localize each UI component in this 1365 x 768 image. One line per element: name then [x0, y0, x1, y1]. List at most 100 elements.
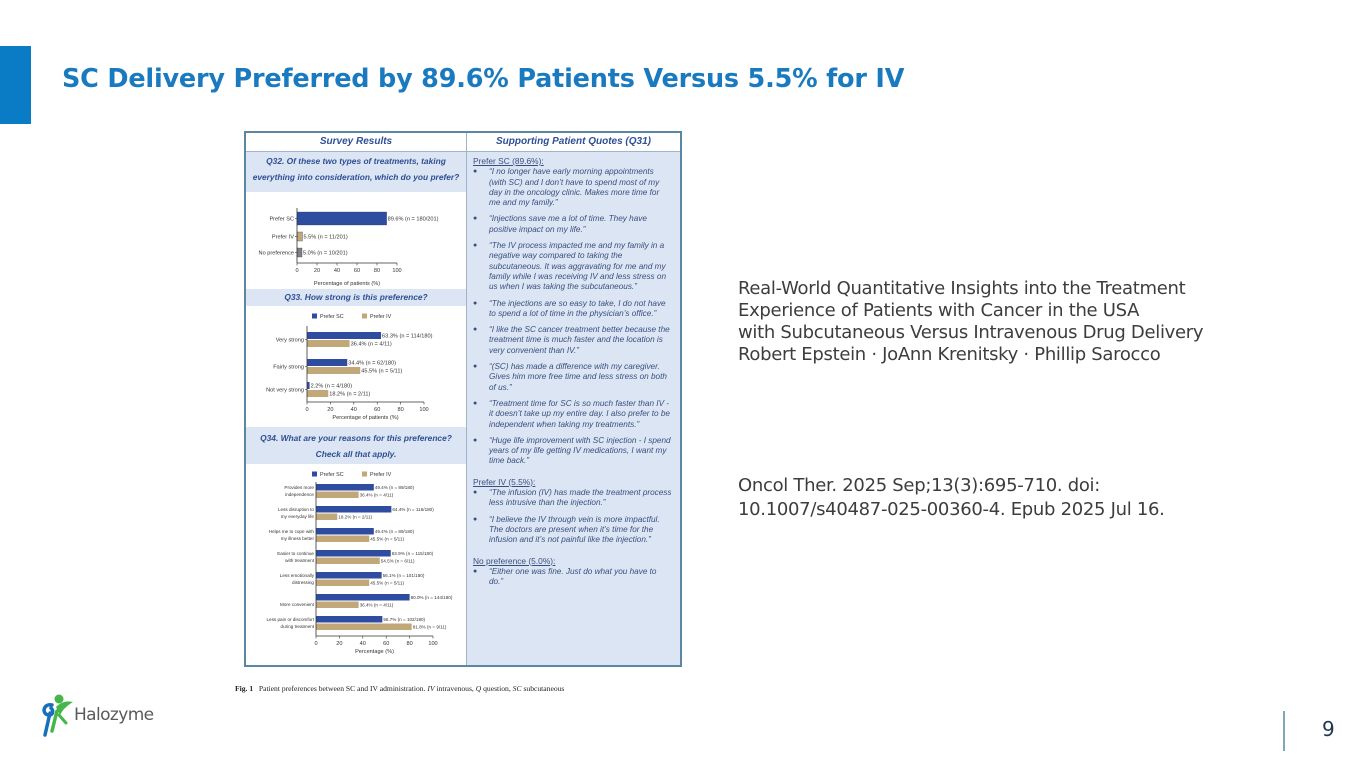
svg-text:independence: independence — [285, 492, 314, 497]
q33-heading: Q33. How strong is this preference? — [246, 289, 466, 306]
citation-title-line: Real-World Quantitative Insights into th… — [738, 278, 1186, 299]
svg-text:Prefer SC: Prefer SC — [269, 217, 294, 223]
bullet-icon: ● — [473, 567, 478, 575]
bullet-icon: ● — [473, 363, 478, 371]
svg-text:40: 40 — [351, 407, 357, 413]
svg-text:56.7% (n = 102/180): 56.7% (n = 102/180) — [383, 617, 425, 622]
svg-text:100: 100 — [419, 407, 428, 413]
figure-caption: Fig. 1 Patient preferences between SC an… — [235, 684, 564, 693]
journal-reference: Oncol Ther. 2025 Sep;13(3):695-710. doi:… — [738, 474, 1165, 522]
bullet-icon: ● — [473, 515, 478, 523]
svg-text:18.2% (n = 2/11): 18.2% (n = 2/11) — [329, 392, 370, 398]
svg-text:Percentage of patients (%): Percentage of patients (%) — [332, 415, 398, 421]
q32-chart: Prefer SC 89.6% (n = 180/201) Prefer IV 5.5… — [246, 192, 466, 289]
svg-text:80: 80 — [406, 641, 412, 647]
quote-text: “The IV process impacted me and my famil… — [489, 241, 667, 292]
svg-text:36.4% (n = 4/11): 36.4% (n = 4/11) — [351, 342, 392, 348]
svg-text:5.0% (n = 10/201): 5.0% (n = 10/201) — [303, 251, 348, 257]
patient-quotes-column: Supporting Patient Quotes (Q31) Prefer S… — [467, 133, 680, 665]
svg-text:0: 0 — [305, 407, 308, 413]
svg-text:2.2% (n = 4/180): 2.2% (n = 4/180) — [311, 384, 353, 390]
quote-item: ● “Huge life improvement with SC injectio… — [473, 436, 672, 467]
quote-item: ● “I believe the IV through vein is more … — [473, 515, 672, 546]
svg-text:More convenient: More convenient — [280, 602, 315, 607]
caption-abbr-q: Q — [475, 684, 482, 693]
svg-text:40: 40 — [334, 268, 340, 274]
quote-text: “I like the SC cancer treatment better b… — [489, 325, 670, 355]
patient-quotes-header: Supporting Patient Quotes (Q31) — [467, 133, 680, 152]
svg-text:Prefer IV: Prefer IV — [370, 314, 392, 320]
svg-text:60: 60 — [354, 268, 360, 274]
svg-text:45.5% (n = 5/11): 45.5% (n = 5/11) — [361, 369, 402, 375]
caption-text: question, — [483, 684, 511, 693]
svg-text:Prefer SC: Prefer SC — [320, 314, 344, 320]
svg-text:Less disruption to: Less disruption to — [278, 507, 314, 512]
article-citation: Real-World Quantitative Insights into th… — [738, 278, 1338, 366]
quote-section-title: No preference (5.0%): — [473, 555, 556, 566]
caption-text: intravenous, — [436, 684, 474, 693]
svg-text:Less emotionally: Less emotionally — [280, 573, 315, 578]
svg-text:63.9% (n = 115/180): 63.9% (n = 115/180) — [392, 551, 434, 556]
survey-results-header: Survey Results — [246, 133, 466, 152]
svg-text:5.5% (n = 11/201): 5.5% (n = 11/201) — [304, 235, 348, 241]
svg-text:64.4% (n = 116/180): 64.4% (n = 116/180) — [392, 507, 434, 512]
bullet-icon: ● — [473, 489, 478, 497]
svg-text:34.4% (n = 62/180): 34.4% (n = 62/180) — [348, 361, 396, 367]
svg-text:Prefer IV: Prefer IV — [370, 472, 392, 478]
citation-authors: Robert Epstein · JoAnn Krenitsky · Phill… — [738, 344, 1161, 365]
quote-text: “Huge life improvement with SC injection… — [489, 435, 671, 466]
quote-text: “The injections are so easy to take, I d… — [489, 298, 666, 318]
svg-text:60: 60 — [383, 641, 389, 647]
bullet-icon: ● — [473, 168, 478, 176]
title-accent-bar — [0, 46, 31, 124]
svg-text:20: 20 — [327, 407, 333, 413]
svg-text:Provides more: Provides more — [284, 485, 314, 490]
bullet-icon: ● — [473, 299, 478, 307]
svg-text:100: 100 — [392, 268, 401, 274]
halozyme-logo: Halozyme — [38, 693, 154, 737]
quote-text: “The infusion (IV) has made the treatmen… — [489, 488, 672, 508]
svg-text:Percentage of patients (%): Percentage of patients (%) — [314, 281, 380, 287]
svg-text:0: 0 — [314, 641, 317, 647]
svg-text:89.6% (n = 180/201): 89.6% (n = 180/201) — [388, 217, 439, 223]
survey-results-column: Survey Results Q32. Of these two types o… — [246, 133, 467, 665]
svg-text:0: 0 — [295, 268, 298, 274]
quote-text: “Treatment time for SC is so much faster… — [489, 398, 670, 429]
bullet-icon: ● — [473, 436, 478, 444]
citation-title-line: with Subcutaneous Versus Intravenous Dru… — [738, 322, 1204, 343]
svg-text:Percentage (%): Percentage (%) — [355, 649, 394, 655]
quote-section-title: Prefer SC (89.6%): — [473, 156, 544, 166]
svg-text:20: 20 — [314, 268, 320, 274]
svg-text:56.1% (n = 101/180): 56.1% (n = 101/180) — [383, 573, 425, 578]
quote-text: “I believe the IV through vein is more i… — [489, 514, 660, 545]
svg-text:80: 80 — [374, 268, 380, 274]
svg-text:36.4% (n = 4/11): 36.4% (n = 4/11) — [360, 603, 394, 608]
quote-item: ● “(SC) has made a difference with my car… — [473, 362, 672, 393]
quote-text: “Injections save me a lot of time. They … — [489, 214, 647, 234]
svg-text:No preference: No preference — [259, 251, 294, 257]
q33-chart: Prefer SC Prefer IV 63.3% (n = 114/180) 36.… — [246, 306, 466, 427]
quote-item: ● “Treatment time for SC is so much faste… — [473, 399, 672, 430]
quote-item: ● “The infusion (IV) has made the treatme… — [473, 488, 672, 509]
quote-item: ● “I like the SC cancer treatment better … — [473, 325, 672, 356]
caption-abbr-iv: IV — [427, 684, 435, 693]
halozyme-figure-icon — [42, 694, 73, 737]
svg-text:Very strong: Very strong — [276, 338, 304, 344]
reference-line: 10.1007/s40487-025-00360-4. Epub 2025 Ju… — [738, 499, 1165, 520]
quote-item: ● “The IV process impacted me and my fami… — [473, 241, 672, 292]
quote-item: ● “The injections are so easy to take, I … — [473, 299, 672, 320]
quote-text: “I no longer have early morning appointm… — [489, 167, 660, 208]
svg-text:60: 60 — [374, 407, 380, 413]
svg-text:63.3% (n = 114/180): 63.3% (n = 114/180) — [382, 334, 433, 340]
svg-text:36.4% (n = 4/11): 36.4% (n = 4/11) — [360, 493, 394, 498]
caption-label: Fig. 1 — [235, 684, 254, 693]
svg-text:49.4% (n = 89/180): 49.4% (n = 89/180) — [375, 529, 415, 534]
svg-text:Less pain or discomfort: Less pain or discomfort — [267, 617, 315, 622]
svg-text:81.8% (n = 9/11): 81.8% (n = 9/11) — [413, 625, 447, 630]
svg-text:80.0% (n = 144/180): 80.0% (n = 144/180) — [411, 595, 453, 600]
svg-text:Easier to continue: Easier to continue — [277, 551, 314, 556]
q34-chart: Prefer SC Prefer IV 49.4% (n = 89/180) 36.4… — [246, 464, 466, 665]
survey-figure: Survey Results Q32. Of these two types o… — [244, 131, 682, 667]
quote-section-title: Prefer IV (5.5%): — [473, 476, 536, 487]
quote-item: ● “Either one was fine. Just do what you … — [473, 567, 672, 588]
